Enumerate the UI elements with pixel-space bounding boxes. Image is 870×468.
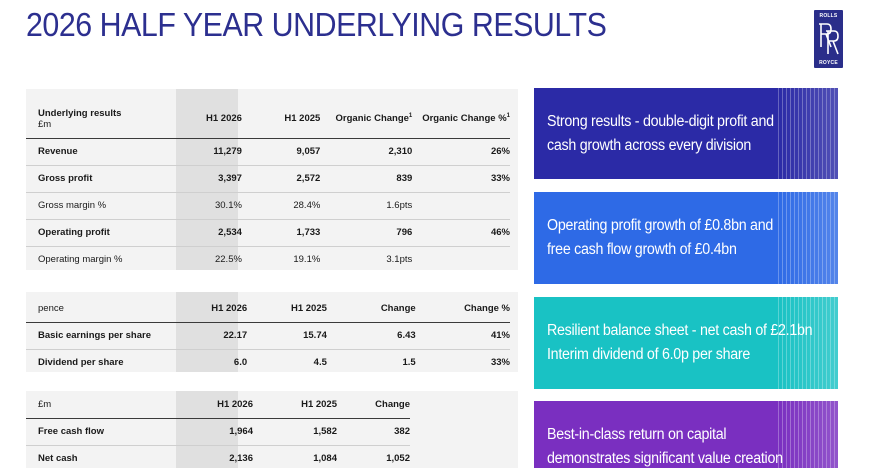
cell: 1,084	[313, 453, 337, 465]
table-header-row: Underlying results £m H1 2026 H1 2025 Or…	[26, 100, 510, 139]
cell: 839	[320, 165, 413, 193]
row-label: Basic earnings per share	[26, 322, 174, 350]
table-row: Revenue 11,279 9,057 2,310 26%	[26, 138, 510, 166]
cell: 1,052	[386, 453, 410, 465]
row-label: Free cash flow	[26, 418, 176, 446]
cell: 1.6pts	[320, 192, 413, 220]
header-organic-change: Organic Change1	[320, 100, 413, 139]
card-stripe-decoration	[778, 297, 838, 389]
cell: 19.1%	[293, 254, 321, 266]
cell: 15.74	[247, 322, 327, 350]
cell: 46%	[412, 219, 510, 247]
highlight-card-3: Resilient balance sheet - net cash of £2…	[534, 297, 838, 389]
cell: 2,534	[169, 219, 242, 247]
header-label: Underlying results	[38, 107, 122, 119]
cell: 4.5	[313, 357, 327, 369]
footnote-1: 1	[506, 113, 510, 120]
header-h1-2026: H1 2026	[176, 391, 253, 419]
cell	[412, 246, 510, 273]
row-label: Revenue	[26, 138, 170, 166]
card-line: Operating profit growth of £0.8bn and	[547, 217, 774, 234]
cell	[412, 192, 510, 220]
row-label: Net cash	[38, 453, 78, 465]
table-row: Gross margin % 30.1% 28.4% 1.6pts	[26, 192, 510, 220]
header-h1-2025: H1 2025	[241, 100, 321, 139]
cell: 6.43	[326, 322, 416, 350]
table-row: Free cash flow 1,964 1,582 382	[26, 418, 410, 446]
row-label: Gross margin %	[26, 192, 170, 220]
header-h1-2025: H1 2025	[247, 295, 327, 323]
card-line: Resilient balance sheet - net cash of £2…	[547, 322, 813, 339]
table-row: Operating profit 2,534 1,733 796 46%	[26, 219, 510, 247]
logo-text-top: ROLLS	[819, 13, 838, 19]
header-h1-2026: H1 2026	[173, 295, 248, 323]
table-row: Gross profit 3,397 2,572 839 33%	[26, 165, 510, 193]
header-h1-2025: H1 2025	[253, 391, 337, 419]
footnote-1: 1	[408, 113, 413, 120]
cell: 22.17	[173, 322, 248, 350]
header-label: pence	[26, 295, 174, 323]
table-row: Net cash 2,136 1,084 1,052	[26, 445, 410, 468]
header-unit: £m	[38, 118, 52, 130]
cell: 22.5%	[214, 254, 242, 266]
highlight-card-4: Best-in-class return on capital demonstr…	[534, 401, 838, 468]
row-label: Operating profit	[26, 219, 170, 247]
header-change: Change	[337, 391, 410, 419]
cell: 2,572	[241, 165, 321, 193]
cell: 28.4%	[241, 192, 321, 220]
card-line: Interim dividend of 6.0p per share	[547, 346, 751, 363]
cell: 2,310	[320, 138, 413, 166]
cell: 3.1pts	[386, 254, 413, 266]
rr-monogram-icon	[819, 23, 839, 55]
cell: 11,279	[169, 138, 242, 166]
rolls-royce-logo: ROLLS ROYCE	[814, 10, 843, 68]
card-stripe-decoration	[778, 88, 838, 179]
table-header-row: pence H1 2026 H1 2025 Change Change %	[26, 295, 510, 323]
cell: 1.5	[402, 357, 416, 369]
cell: 3,397	[169, 165, 242, 193]
card-line: free cash flow growth of £0.4bn	[547, 241, 737, 258]
header-change: Change	[326, 295, 416, 323]
card-line: Best-in-class return on capital	[547, 426, 727, 443]
cell: 382	[337, 418, 410, 446]
page-title: 2026 HALF YEAR UNDERLYING RESULTS	[26, 6, 607, 43]
cell: 30.1%	[169, 192, 242, 220]
cell: 1,733	[241, 219, 321, 247]
header-organic-change-pct: Organic Change %1	[412, 100, 510, 139]
cell: 33%	[490, 357, 510, 369]
cell: 2,136	[229, 453, 253, 465]
cell: 33%	[412, 165, 510, 193]
table-header-row: £m H1 2026 H1 2025 Change	[26, 391, 410, 419]
cell: 1,582	[253, 418, 337, 446]
header-change-pct: Change %	[415, 295, 510, 323]
cell: 41%	[415, 322, 510, 350]
header-label: £m	[26, 391, 176, 419]
logo-text-bottom: ROYCE	[819, 60, 838, 66]
cell: 9,057	[241, 138, 321, 166]
card-stripe-decoration	[778, 192, 838, 284]
header-h1-2026: H1 2026	[169, 100, 242, 139]
cell: 1,964	[176, 418, 253, 446]
table-row: Operating margin % 22.5% 19.1% 3.1pts	[26, 246, 510, 273]
row-label: Gross profit	[26, 165, 170, 193]
row-label: Dividend per share	[38, 357, 124, 369]
cash-table: £m H1 2026 H1 2025 Change Free cash flow…	[26, 391, 410, 468]
card-line: demonstrates significant value creation	[547, 450, 783, 467]
cell: 6.0	[233, 357, 248, 369]
cell: 796	[320, 219, 413, 247]
eps-table: pence H1 2026 H1 2025 Change Change % Ba…	[26, 295, 510, 376]
table-row: Dividend per share 6.0 4.5 1.5 33%	[26, 349, 510, 376]
row-label: Operating margin %	[38, 254, 123, 266]
card-line: cash growth across every division	[547, 136, 752, 154]
highlight-card-1: Strong results - double-digit profit and…	[534, 88, 838, 179]
underlying-results-table: Underlying results £m H1 2026 H1 2025 Or…	[26, 100, 510, 273]
table-row: Basic earnings per share 22.17 15.74 6.4…	[26, 322, 510, 350]
highlight-card-2: Operating profit growth of £0.8bn and fr…	[534, 192, 838, 284]
card-line: Strong results - double-digit profit and	[547, 112, 774, 130]
cell: 26%	[412, 138, 510, 166]
card-stripe-decoration	[778, 401, 838, 468]
